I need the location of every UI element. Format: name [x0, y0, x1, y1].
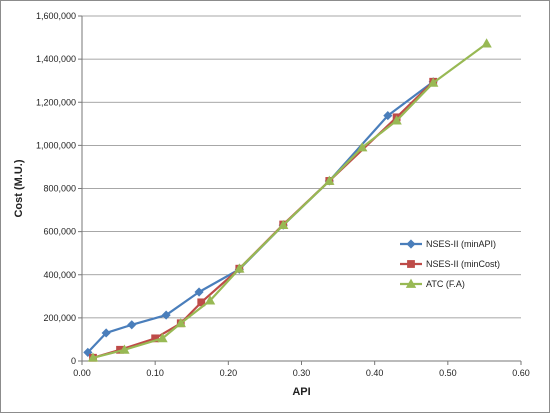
legend-entry: ATC (F.A)	[400, 278, 465, 289]
axes	[78, 15, 522, 365]
data-point	[197, 298, 206, 307]
y-tick-label: 800,000	[43, 184, 76, 194]
x-tick-label: 0.00	[73, 368, 91, 378]
y-axis-title: Cost (M.U.)	[13, 159, 25, 217]
data-point	[383, 111, 393, 121]
y-tick-label: 1,200,000	[36, 97, 76, 107]
series-line	[87, 80, 434, 354]
y-tick-label: 1,400,000	[36, 54, 76, 64]
legend-entry: NSES-II (minAPI)	[400, 239, 496, 249]
gridlines	[82, 15, 521, 319]
series-group	[83, 38, 492, 362]
legend-marker	[406, 239, 416, 249]
data-point	[101, 328, 111, 338]
data-point	[87, 352, 99, 362]
data-point	[127, 320, 137, 330]
legend-label: NSES-II (minCost)	[426, 259, 500, 269]
data-point	[175, 317, 186, 328]
legend: NSES-II (minAPI) NSES-II (minCost) ATC (F.…	[400, 239, 500, 289]
x-tick-label: 0.50	[439, 368, 457, 378]
y-tick-label: 600,000	[43, 227, 76, 237]
x-tick-labels: 0.00 0.10 0.20 0.30 0.40 0.50 0.60	[73, 368, 530, 378]
y-tick-labels: 0 200,000 400,000 600,000 800,000 1,000,000 1,…	[36, 11, 76, 366]
data-point	[324, 175, 335, 185]
x-axis-title: API	[292, 386, 310, 398]
data-point	[428, 77, 439, 87]
data-point	[357, 142, 368, 152]
legend-entry: NSES-II (minCost)	[400, 259, 500, 269]
legend-marker	[405, 278, 417, 288]
y-tick-label: 0	[71, 356, 76, 366]
series-1	[83, 77, 438, 357]
y-tick-label: 1,000,000	[36, 140, 76, 150]
data-point	[194, 287, 204, 297]
legend-label: NSES-II (minAPI)	[426, 239, 496, 249]
x-tick-label: 0.10	[146, 368, 164, 378]
x-tick-label: 0.60	[512, 368, 530, 378]
data-point	[204, 295, 216, 305]
data-point	[119, 344, 130, 354]
data-point	[161, 310, 171, 320]
x-tick-label: 0.40	[366, 368, 384, 378]
y-tick-label: 200,000	[43, 313, 76, 323]
x-tick-label: 0.20	[220, 368, 238, 378]
y-tick-label: 400,000	[43, 270, 76, 280]
y-tick-label: 1,600,000	[36, 11, 76, 21]
series-3	[87, 38, 492, 362]
legend-marker	[407, 260, 415, 268]
series-line	[92, 42, 488, 359]
data-point	[278, 219, 289, 230]
data-point	[481, 38, 492, 48]
data-point	[234, 263, 245, 273]
legend-label: ATC (F.A)	[426, 279, 465, 289]
data-point	[391, 115, 402, 125]
data-point	[157, 333, 168, 343]
x-tick-label: 0.30	[293, 368, 311, 378]
